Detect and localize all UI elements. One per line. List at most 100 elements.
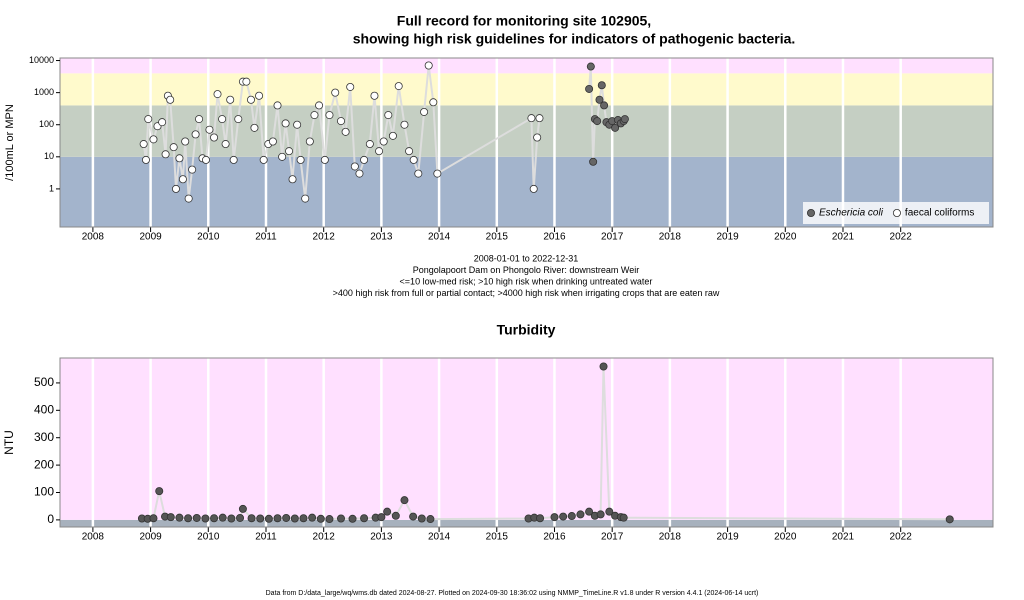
x-tick-label: 2022	[890, 532, 913, 543]
data-point	[273, 514, 282, 523]
data-point	[149, 514, 158, 523]
data-point	[336, 514, 345, 523]
y-tick-label: 10000	[29, 55, 54, 65]
data-point	[331, 88, 340, 97]
data-point	[175, 513, 184, 522]
data-point	[299, 514, 308, 523]
data-point	[268, 137, 277, 146]
footer: Data from D:/data_large/wq/wms.db dated …	[266, 590, 759, 597]
data-point	[585, 507, 594, 516]
data-point	[264, 514, 273, 523]
data-point	[355, 169, 364, 178]
y-tick-label: 1	[49, 183, 54, 193]
data-point	[315, 101, 324, 110]
x-tick-label: 2010	[197, 232, 220, 243]
x-tick-label: 2016	[543, 532, 566, 543]
x-tick-label: 2011	[255, 532, 277, 543]
data-point	[218, 513, 227, 522]
data-point	[400, 496, 409, 505]
data-point	[184, 514, 193, 523]
data-point	[320, 155, 329, 164]
x-tick-label: 2020	[774, 532, 797, 543]
data-point	[210, 133, 219, 142]
x-tick-label: 2013	[370, 232, 393, 243]
data-point	[600, 101, 609, 110]
data-point	[184, 194, 193, 203]
data-point	[166, 513, 175, 522]
data-point	[589, 157, 598, 166]
data-point	[191, 130, 200, 139]
data-point	[213, 90, 222, 99]
data-point	[535, 114, 544, 123]
data-point	[141, 155, 150, 164]
x-tick-label: 2015	[486, 532, 509, 543]
x-tick-label: 2009	[139, 232, 162, 243]
data-point	[375, 147, 384, 156]
data-point	[175, 154, 184, 163]
data-point	[139, 140, 148, 149]
data-point	[236, 513, 245, 522]
data-point	[218, 115, 227, 124]
data-point	[365, 140, 374, 149]
data-point	[550, 513, 559, 522]
data-point	[285, 147, 294, 156]
data-point	[227, 514, 236, 523]
y-tick-label: 400	[34, 402, 54, 416]
x-tick-label: 2018	[659, 532, 682, 543]
y-tick-label: 300	[34, 430, 54, 444]
data-point	[433, 169, 442, 178]
x-tick-label: 2010	[197, 532, 220, 543]
risk-band	[60, 73, 993, 106]
data-point	[586, 62, 595, 71]
x-tick-label: 2008	[82, 232, 105, 243]
data-point	[567, 512, 576, 521]
data-point	[384, 111, 393, 120]
y-tick-label: 100	[39, 119, 54, 129]
data-point	[246, 95, 255, 104]
data-point	[290, 514, 299, 523]
data-point	[308, 513, 317, 522]
data-point	[282, 513, 291, 522]
data-point	[348, 514, 357, 523]
x-tick-label: 2019	[716, 232, 739, 243]
data-point	[945, 515, 954, 524]
x-tick-label: 2017	[601, 232, 624, 243]
data-point	[250, 123, 259, 132]
x-tick-label: 2015	[486, 232, 509, 243]
data-point	[255, 91, 264, 100]
chart-note: Pongolapoort Dam on Phongolo River: down…	[413, 265, 639, 275]
data-point	[281, 119, 290, 128]
data-point	[316, 514, 325, 523]
data-point	[234, 115, 243, 124]
data-point	[336, 117, 345, 126]
x-tick-label: 2019	[716, 532, 739, 543]
series-line	[141, 366, 950, 521]
data-point	[596, 510, 605, 519]
y-tick-label: 200	[34, 457, 54, 471]
y-axis-label: NTU	[2, 430, 16, 455]
data-point	[155, 487, 164, 496]
y-tick-label: 100	[34, 485, 54, 499]
data-point	[370, 91, 379, 100]
data-point	[414, 169, 423, 178]
data-point	[559, 512, 568, 521]
data-point	[611, 123, 620, 132]
data-point	[195, 115, 204, 124]
data-point	[585, 84, 594, 93]
chart-note: 2008-01-01 to 2022-12-31	[474, 253, 579, 263]
data-point	[201, 514, 210, 523]
data-point	[169, 143, 178, 152]
data-point	[593, 117, 602, 126]
data-point	[420, 107, 429, 116]
data-point	[350, 162, 359, 171]
x-tick-label: 2021	[832, 532, 855, 543]
data-point	[394, 82, 403, 91]
data-point	[178, 175, 187, 184]
x-tick-label: 2022	[890, 232, 913, 243]
risk-band	[60, 58, 993, 74]
data-point	[383, 507, 392, 516]
data-point	[379, 137, 388, 146]
y-tick-label: 1000	[34, 87, 54, 97]
data-point	[429, 98, 438, 107]
data-point	[293, 120, 302, 129]
